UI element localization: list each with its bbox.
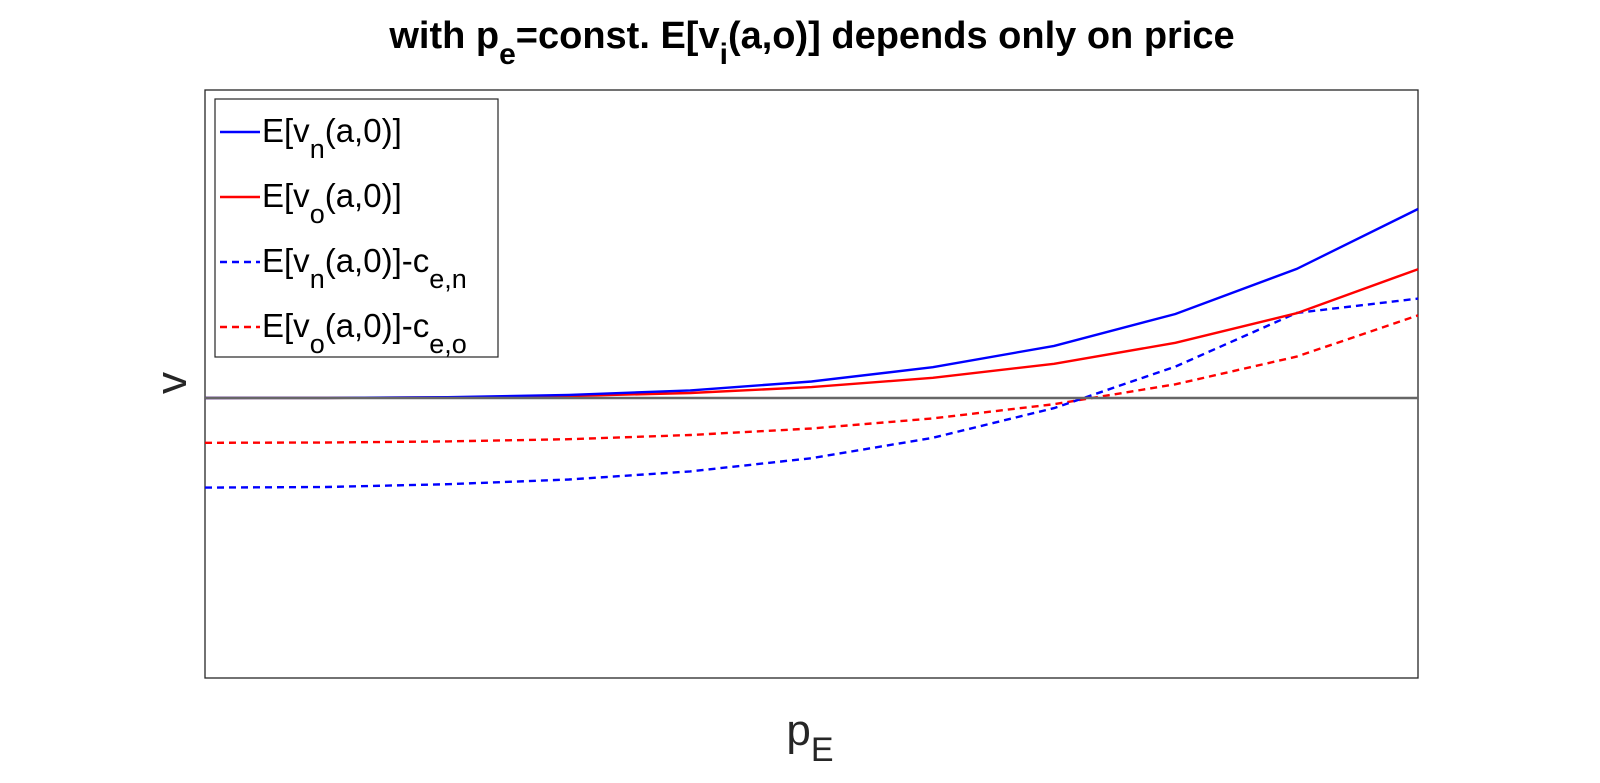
chart-title: with pe=const. E[vi(a,o)] depends only o…: [388, 15, 1234, 71]
series-lines: [204, 207, 1419, 489]
series-line-4: [204, 314, 1419, 444]
legend-entry-3: E[vn(a,0)]-ce,n: [262, 242, 467, 294]
legend-box: [214, 98, 499, 358]
x-label-text: pE: [786, 706, 833, 769]
legend-entry-2: E[vo(a,0)]: [262, 177, 402, 229]
title-text: with pe=const. E[vi(a,o)] depends only o…: [388, 15, 1234, 71]
legend-entry-1: E[vn(a,0)]: [262, 112, 402, 164]
legend-entry-4: E[vo(a,0)]-ce,o: [262, 307, 467, 359]
legend: E[vn(a,0)] E[vo(a,0)] E[vn(a,0)]-ce,n E[vo(…: [214, 98, 499, 359]
y-axis-label: v: [147, 372, 196, 394]
y-label-text: v: [147, 372, 196, 394]
x-axis-label: pE: [786, 706, 833, 769]
